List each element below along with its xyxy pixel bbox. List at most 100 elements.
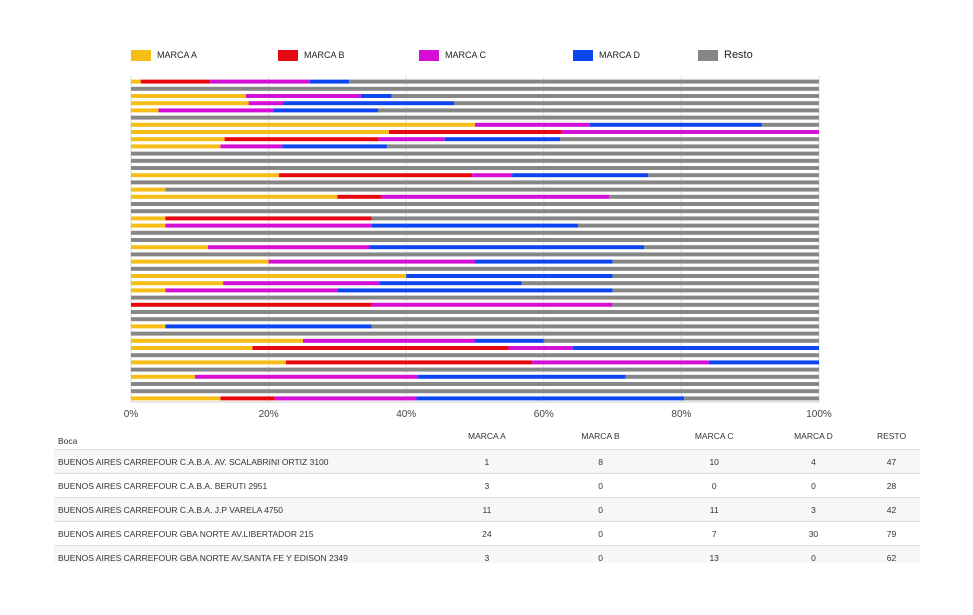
table-row: BUENOS AIRES CARREFOUR GBA NORTE AV.SANT… (54, 545, 920, 563)
table-cell-value: 3 (763, 497, 864, 522)
bar-segment (612, 274, 819, 278)
bar-segment (210, 79, 310, 84)
bar-segment (612, 302, 819, 307)
data-table: Boca MARCA A MARCA B MARCA C MARCA D RES… (54, 423, 920, 563)
table-cell-boca: BUENOS AIRES CARREFOUR GBA NORTE AV.LIBE… (54, 521, 438, 546)
bar-segment (224, 137, 379, 142)
bar-segment (131, 389, 819, 394)
bar-segment (131, 266, 819, 271)
bar-segment (417, 374, 626, 379)
column-header-marca-a: MARCA A (468, 431, 506, 441)
bar-segment (360, 94, 392, 98)
bar-segment (278, 173, 473, 178)
bar-segment (274, 396, 417, 401)
data-table-container: Boca MARCA A MARCA B MARCA C MARCA D RES… (54, 423, 920, 563)
table-header-row: Boca MARCA A MARCA B MARCA C MARCA D RES… (54, 423, 920, 450)
bar-segment (371, 216, 819, 221)
table-cell-value: 3 (437, 545, 537, 563)
bar-segment (572, 346, 819, 350)
bar-segment (165, 288, 338, 293)
column-header-marca-d: MARCA D (794, 431, 833, 441)
bar-segment (131, 216, 166, 221)
bar-segment (578, 223, 819, 228)
bar-segment (131, 252, 819, 257)
bar-segment (609, 194, 819, 199)
bar-segment (475, 122, 590, 127)
bar-segment (371, 223, 579, 228)
bar-segment (285, 360, 533, 365)
bar-segment (131, 230, 819, 235)
column-header-resto: RESTO (876, 431, 907, 441)
legend-label: MARCA B (304, 50, 345, 60)
bar-segment (612, 259, 819, 264)
bar-segment (131, 94, 246, 98)
bar-segment (131, 122, 475, 127)
bar-segment (131, 346, 253, 350)
bar-segment (131, 223, 166, 228)
table-cell-value: 8 (536, 449, 665, 474)
bar-segment (472, 173, 513, 178)
table-cell-boca: BUENOS AIRES CARREFOUR C.A.B.A. J.P VARE… (54, 497, 438, 522)
bar-segment (165, 223, 372, 228)
legend-swatch (573, 49, 593, 61)
bar-segment (282, 144, 387, 149)
bar-segment (131, 288, 166, 293)
bar-segment (371, 302, 613, 307)
table-cell-value: 62 (863, 545, 920, 563)
bar-segment (131, 353, 819, 358)
table-cell-boca: BUENOS AIRES CARREFOUR C.A.B.A. AV. SCAL… (54, 449, 438, 474)
bar-segment (391, 94, 819, 98)
legend-item: MARCA D (573, 49, 640, 61)
bar-segment (220, 396, 275, 401)
bar-segment (131, 396, 221, 401)
bar-segment (131, 360, 286, 365)
bar-segment (349, 79, 819, 84)
legend-label: MARCA D (599, 50, 641, 60)
bar-segment (194, 374, 418, 379)
bar-segment (208, 245, 370, 250)
table-cell-value: 11 (664, 497, 764, 522)
bar-segment (131, 115, 819, 120)
stacked-bar-chart: 0% 20% 40% 60% 80% 100% (124, 76, 832, 420)
table-cell-value: 30 (763, 521, 864, 546)
bar-segment (406, 274, 613, 278)
bar-segment (377, 108, 819, 113)
table-cell-value: 42 (863, 497, 920, 522)
bar-segment (131, 302, 372, 307)
bar-segment (131, 187, 166, 192)
bar-segment (131, 209, 819, 214)
bar-segment (386, 144, 819, 149)
bar-segment (131, 101, 249, 106)
bar-segment (416, 396, 685, 401)
bar-segment (508, 346, 573, 350)
bar-segment (131, 338, 303, 343)
bar-segment (131, 281, 224, 286)
bar-segment (131, 324, 166, 329)
table-cell-value: 4 (763, 449, 864, 474)
legend-swatch (278, 49, 298, 61)
bar-segment (131, 130, 389, 134)
bar-segment (708, 360, 819, 365)
table-row: BUENOS AIRES CARREFOUR C.A.B.A. AV. SCAL… (54, 449, 920, 474)
table-cell-value: 0 (536, 521, 665, 546)
bar-segment (131, 202, 819, 206)
bar-segment (165, 216, 372, 221)
bar-segment (165, 187, 819, 192)
legend-item: MARCA A (131, 49, 197, 61)
bar-segment (131, 374, 195, 379)
legend-swatch (131, 49, 151, 61)
bar-segment (248, 101, 284, 106)
bar-segment (454, 101, 819, 106)
bar-segment (140, 79, 211, 84)
table-cell-boca: BUENOS AIRES CARREFOUR C.A.B.A. BERUTI 2… (54, 473, 438, 498)
bar-segment (131, 166, 819, 170)
bar-segment (268, 259, 475, 264)
bar-segment (512, 173, 649, 178)
table-row: BUENOS AIRES CARREFOUR C.A.B.A. J.P VARE… (54, 497, 920, 522)
bar-segment (131, 86, 819, 91)
table-body: BUENOS AIRES CARREFOUR C.A.B.A. AV. SCAL… (54, 449, 920, 563)
table-cell-value: 13 (664, 545, 764, 563)
table-cell-value: 24 (437, 521, 537, 546)
x-tick-label: 80% (671, 409, 691, 420)
column-header-boca: Boca (58, 436, 78, 446)
